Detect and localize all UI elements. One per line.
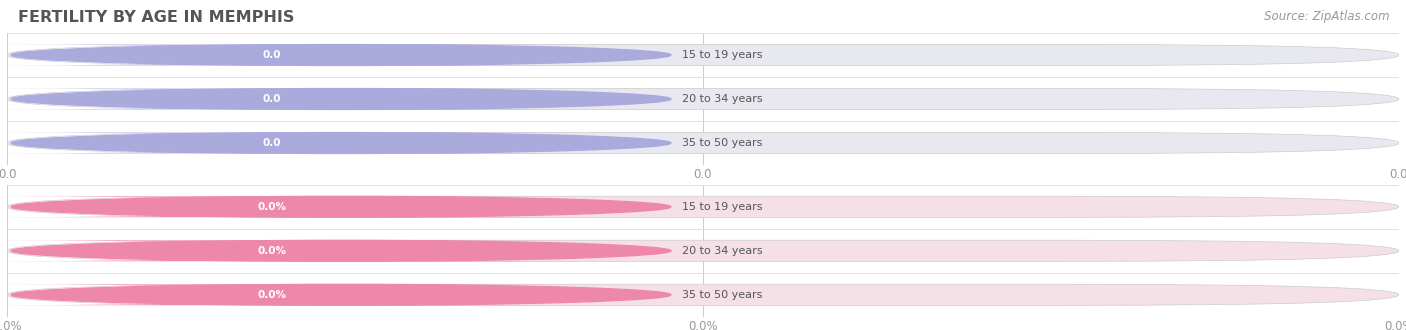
FancyBboxPatch shape: [0, 88, 564, 110]
Text: Source: ZipAtlas.com: Source: ZipAtlas.com: [1264, 10, 1389, 23]
Text: 0.0: 0.0: [263, 94, 281, 104]
FancyBboxPatch shape: [0, 240, 342, 261]
Text: 0.0%: 0.0%: [257, 202, 287, 212]
Text: FERTILITY BY AGE IN MEMPHIS: FERTILITY BY AGE IN MEMPHIS: [18, 10, 295, 25]
Circle shape: [11, 88, 671, 110]
Text: 15 to 19 years: 15 to 19 years: [682, 202, 762, 212]
FancyBboxPatch shape: [0, 196, 564, 217]
Text: 0.0: 0.0: [263, 138, 281, 148]
FancyBboxPatch shape: [0, 284, 342, 305]
Text: 20 to 34 years: 20 to 34 years: [682, 246, 762, 256]
FancyBboxPatch shape: [7, 45, 1399, 66]
FancyBboxPatch shape: [0, 284, 564, 305]
FancyBboxPatch shape: [0, 240, 564, 261]
Text: 0.0: 0.0: [263, 50, 281, 60]
Circle shape: [11, 284, 671, 305]
Text: 0.0%: 0.0%: [257, 290, 287, 300]
FancyBboxPatch shape: [7, 132, 1399, 153]
Circle shape: [11, 196, 671, 217]
Text: 20 to 34 years: 20 to 34 years: [682, 94, 762, 104]
Text: 15 to 19 years: 15 to 19 years: [682, 50, 762, 60]
FancyBboxPatch shape: [0, 88, 342, 110]
FancyBboxPatch shape: [0, 196, 342, 217]
Circle shape: [11, 133, 671, 153]
Text: 35 to 50 years: 35 to 50 years: [682, 290, 762, 300]
FancyBboxPatch shape: [0, 133, 564, 153]
Circle shape: [11, 45, 671, 65]
FancyBboxPatch shape: [0, 133, 342, 153]
FancyBboxPatch shape: [0, 45, 564, 65]
FancyBboxPatch shape: [7, 196, 1399, 217]
FancyBboxPatch shape: [0, 45, 342, 65]
Text: 0.0%: 0.0%: [257, 246, 287, 256]
FancyBboxPatch shape: [7, 284, 1399, 305]
FancyBboxPatch shape: [7, 88, 1399, 110]
FancyBboxPatch shape: [7, 240, 1399, 261]
Text: 35 to 50 years: 35 to 50 years: [682, 138, 762, 148]
Circle shape: [11, 240, 671, 261]
